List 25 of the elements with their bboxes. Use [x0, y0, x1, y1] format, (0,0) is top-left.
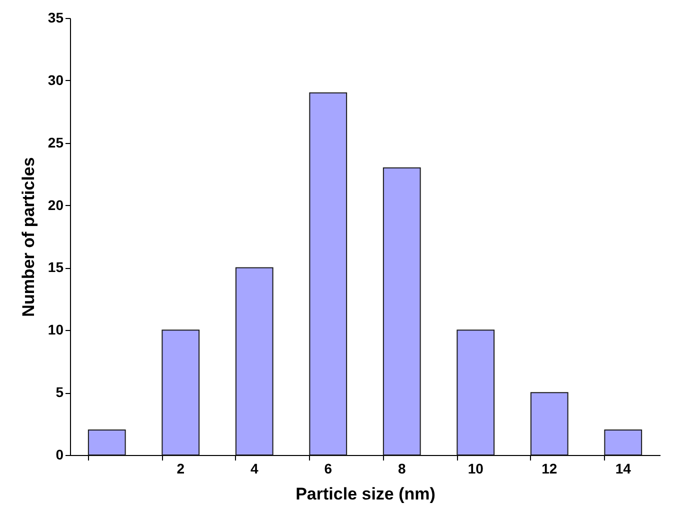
x-tick-label: 4	[250, 460, 258, 476]
bar	[456, 330, 495, 456]
x-tick-label: 10	[468, 460, 484, 476]
bar	[88, 430, 126, 456]
y-tick-label: 15	[48, 259, 64, 276]
y-tick-label: 20	[48, 196, 64, 213]
y-tick-label: 30	[48, 72, 64, 88]
y-tick-label: 25	[48, 134, 64, 150]
x-tick-label: 12	[542, 460, 558, 476]
bar	[530, 392, 568, 456]
x-tick-label: 6	[324, 460, 332, 476]
x-tick-label: 2	[176, 460, 185, 476]
y-tick-label: 5	[56, 384, 64, 400]
bar	[604, 430, 642, 456]
x-tick-label: 8	[398, 460, 406, 476]
x-axis-title: Particle size (nm)	[296, 484, 436, 504]
x-tick-label: 14	[615, 460, 632, 476]
y-tick-label: 10	[48, 322, 64, 338]
bar	[309, 92, 348, 456]
bar	[235, 267, 274, 456]
bar	[382, 167, 421, 456]
y-axis-title: Number of particles	[18, 157, 38, 317]
bar	[162, 330, 200, 456]
y-tick-label: 0	[56, 446, 64, 462]
y-tick-label: 35	[48, 10, 64, 26]
